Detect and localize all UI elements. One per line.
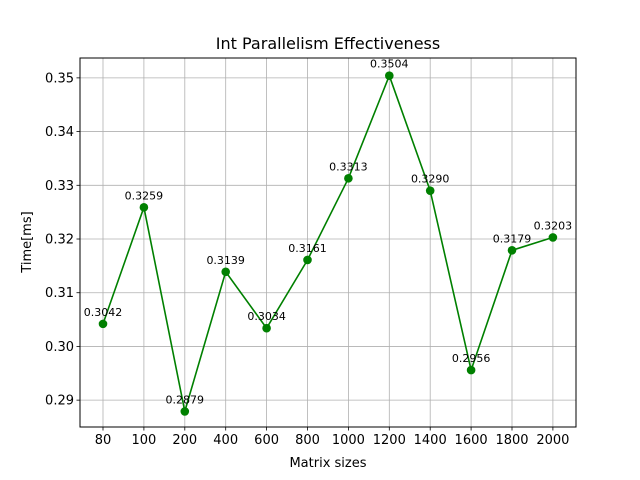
x-axis-ticks: 80 100 200 400 600 800 1000 1200 1400 1600 1800 200… [95,427,569,448]
data-label: 0.3179 [493,232,532,245]
data-label: 0.2879 [166,393,205,406]
y-tick-label: 0.31 [45,286,74,301]
plot-frame [79,57,577,428]
y-tick-label: 0.35 [45,71,74,86]
data-point [507,245,517,255]
x-tick-label: 600 [254,433,279,448]
data-labels: 0.3042 0.3259 0.2879 0.3139 0.3034 0.3161 0.33… [84,58,572,407]
data-label: 0.3034 [247,310,286,323]
x-tick-label: 2000 [536,433,569,448]
data-point [180,407,190,416]
data-point [98,319,108,329]
x-tick-label: 80 [95,433,112,448]
x-tick-label: 100 [131,433,156,448]
y-tick-label: 0.29 [45,394,74,409]
y-tick-label: 0.33 [45,179,74,194]
data-point [425,186,435,195]
x-tick-label: 200 [172,433,197,448]
data-label: 0.3290 [411,173,450,186]
data-label: 0.3161 [288,242,327,255]
x-tick-label: 1800 [495,433,528,448]
data-label: 0.3203 [534,219,573,232]
data-point [385,71,394,81]
data-point [139,203,149,212]
series-line [102,73,554,412]
y-tick-label: 0.32 [45,233,74,248]
x-tick-label: 1600 [455,433,488,448]
data-point [466,365,476,375]
y-axis-ticks: 0.29 0.30 0.31 0.32 0.33 0.34 0.35 [45,71,80,409]
x-tick-label: 1000 [332,433,365,448]
y-tick-label: 0.30 [45,340,74,355]
x-tick-label: 1200 [373,433,406,448]
data-point [344,174,353,183]
data-label: 0.3259 [125,189,164,202]
data-label: 0.3313 [329,160,368,173]
data-label: 0.2956 [452,352,491,365]
x-axis-title: Matrix sizes [289,456,366,471]
y-tick-label: 0.34 [45,125,74,140]
data-point [548,233,558,242]
data-label: 0.3042 [84,306,123,319]
data-label: 0.3504 [370,58,409,71]
chart-title: Int Parallelism Effectiveness [216,34,440,53]
data-point [303,255,312,265]
x-tick-label: 1400 [414,433,447,448]
x-tick-label: 400 [213,433,238,448]
data-label: 0.3139 [206,254,245,267]
data-point [262,323,271,333]
series [98,71,558,416]
x-tick-label: 800 [295,433,320,448]
data-point [221,267,230,277]
y-axis-title: Time[ms] [20,211,35,273]
grid-lines [80,58,576,427]
